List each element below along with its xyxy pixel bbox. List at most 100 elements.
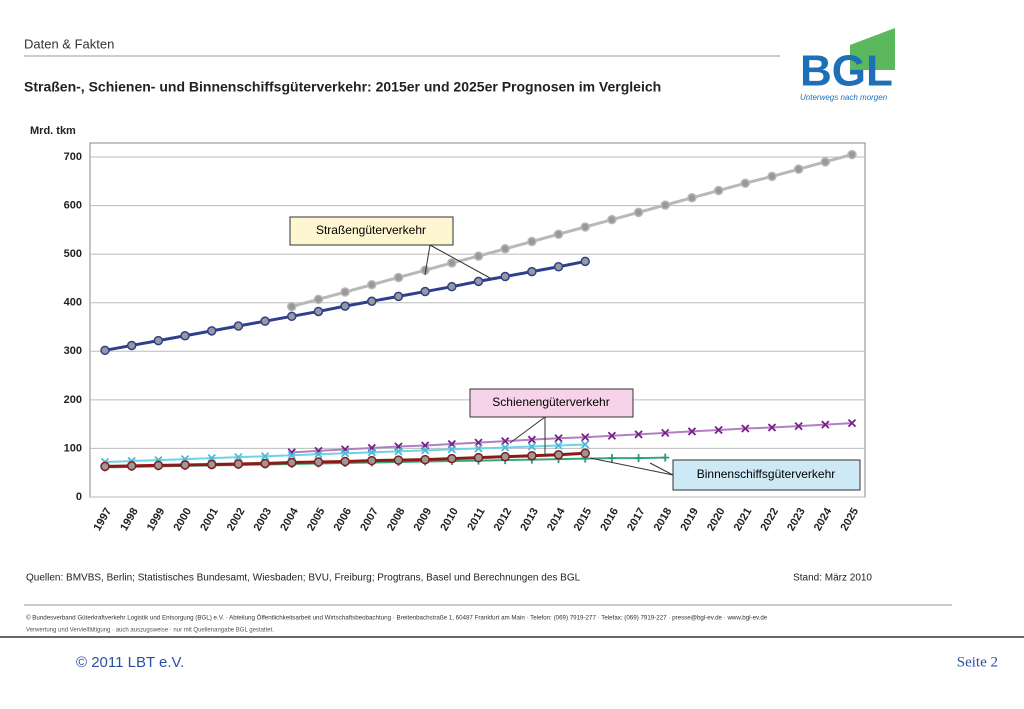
y-tick-label: 600 bbox=[64, 199, 82, 211]
logo-roof bbox=[850, 28, 895, 70]
point bbox=[554, 434, 563, 443]
point bbox=[420, 286, 430, 297]
point bbox=[553, 229, 564, 239]
point bbox=[580, 256, 590, 267]
point bbox=[634, 430, 643, 439]
point bbox=[607, 454, 616, 463]
point bbox=[500, 271, 510, 282]
x-tick-label: 2012 bbox=[492, 506, 515, 533]
point bbox=[687, 427, 697, 436]
point bbox=[474, 444, 483, 453]
point bbox=[581, 440, 590, 449]
point bbox=[367, 296, 377, 307]
x-tick-label: 2022 bbox=[758, 506, 781, 533]
section-title: Daten & Fakten bbox=[24, 36, 114, 51]
point bbox=[180, 330, 190, 341]
x-tick-label: 2005 bbox=[305, 506, 328, 533]
point bbox=[553, 262, 564, 272]
callout-box bbox=[289, 216, 454, 246]
copyright: © 2011 LBT e.V. bbox=[76, 654, 184, 671]
point bbox=[847, 149, 857, 160]
point bbox=[233, 321, 244, 331]
callout-box bbox=[672, 459, 861, 491]
point bbox=[447, 258, 457, 268]
x-tick-label: 2023 bbox=[785, 506, 808, 533]
x-tick-label: 2013 bbox=[518, 506, 541, 533]
point bbox=[340, 449, 350, 458]
point bbox=[821, 420, 830, 429]
point bbox=[501, 443, 510, 452]
status: Stand: März 2010 bbox=[793, 573, 872, 584]
point bbox=[100, 461, 110, 472]
x-tick-label: 2017 bbox=[625, 506, 648, 533]
point bbox=[153, 460, 164, 471]
series-line bbox=[291, 422, 853, 454]
point bbox=[314, 450, 323, 459]
footer-note: Verwertung und Vervielfältigung · auch a… bbox=[26, 628, 274, 634]
x-tick-label: 1997 bbox=[91, 506, 114, 533]
logo: BGL bbox=[800, 47, 893, 96]
x-tick-label: 1998 bbox=[118, 506, 141, 533]
point bbox=[393, 291, 404, 302]
y-tick-label: 0 bbox=[76, 491, 82, 503]
point bbox=[340, 287, 350, 297]
annotation: Straßengüterverkehr bbox=[316, 223, 426, 237]
footer-org: © Bundesverband Güterkraftverkehr Logist… bbox=[26, 615, 768, 622]
point bbox=[661, 428, 670, 438]
point bbox=[126, 461, 137, 471]
point bbox=[500, 451, 510, 462]
point bbox=[447, 445, 456, 454]
point bbox=[767, 171, 777, 182]
x-tick-label: 2008 bbox=[385, 506, 408, 533]
point bbox=[581, 433, 590, 442]
point bbox=[421, 446, 430, 455]
point bbox=[527, 236, 537, 247]
y-tick-label: 300 bbox=[64, 345, 82, 357]
point bbox=[660, 200, 670, 210]
point bbox=[501, 437, 510, 446]
page-number: Seite 2 bbox=[957, 654, 998, 670]
point bbox=[527, 442, 536, 451]
point bbox=[313, 457, 324, 467]
point bbox=[473, 251, 484, 261]
point bbox=[313, 294, 324, 305]
point bbox=[260, 458, 270, 469]
point bbox=[367, 455, 377, 466]
callout-pointer bbox=[429, 244, 491, 279]
point bbox=[554, 441, 563, 450]
annotation: Binnenschiffsgüterverkehr bbox=[697, 467, 836, 481]
point bbox=[527, 266, 537, 277]
point bbox=[687, 193, 697, 203]
point bbox=[287, 457, 297, 468]
point bbox=[580, 222, 590, 232]
point bbox=[527, 450, 537, 461]
x-tick-label: 2006 bbox=[332, 506, 355, 533]
y-tick-label: 500 bbox=[64, 248, 82, 260]
point bbox=[287, 311, 297, 322]
point bbox=[287, 301, 297, 312]
point bbox=[473, 452, 484, 463]
series-line bbox=[291, 153, 853, 309]
x-tick-label: 2009 bbox=[412, 506, 435, 533]
callout-pointer bbox=[589, 457, 674, 476]
point bbox=[206, 326, 217, 336]
x-tick-label: 2002 bbox=[225, 506, 248, 533]
point bbox=[206, 459, 217, 470]
point bbox=[820, 157, 831, 167]
x-tick-label: 2010 bbox=[438, 506, 461, 533]
x-tick-label: 2015 bbox=[572, 506, 595, 533]
x-tick-label: 2014 bbox=[545, 505, 568, 533]
point bbox=[340, 456, 350, 467]
x-tick-label: 2021 bbox=[732, 506, 755, 533]
x-tick-label: 2020 bbox=[705, 506, 728, 533]
logo-tagline: Unterwegs nach morgen bbox=[800, 93, 888, 102]
point bbox=[527, 435, 536, 444]
callout-pointer bbox=[509, 416, 546, 444]
y-tick-label: 400 bbox=[64, 297, 82, 309]
point bbox=[394, 447, 403, 456]
point bbox=[714, 425, 723, 435]
point bbox=[633, 207, 644, 218]
annotation: Schienengüterverkehr bbox=[492, 395, 609, 409]
callout-pointer bbox=[424, 244, 431, 276]
